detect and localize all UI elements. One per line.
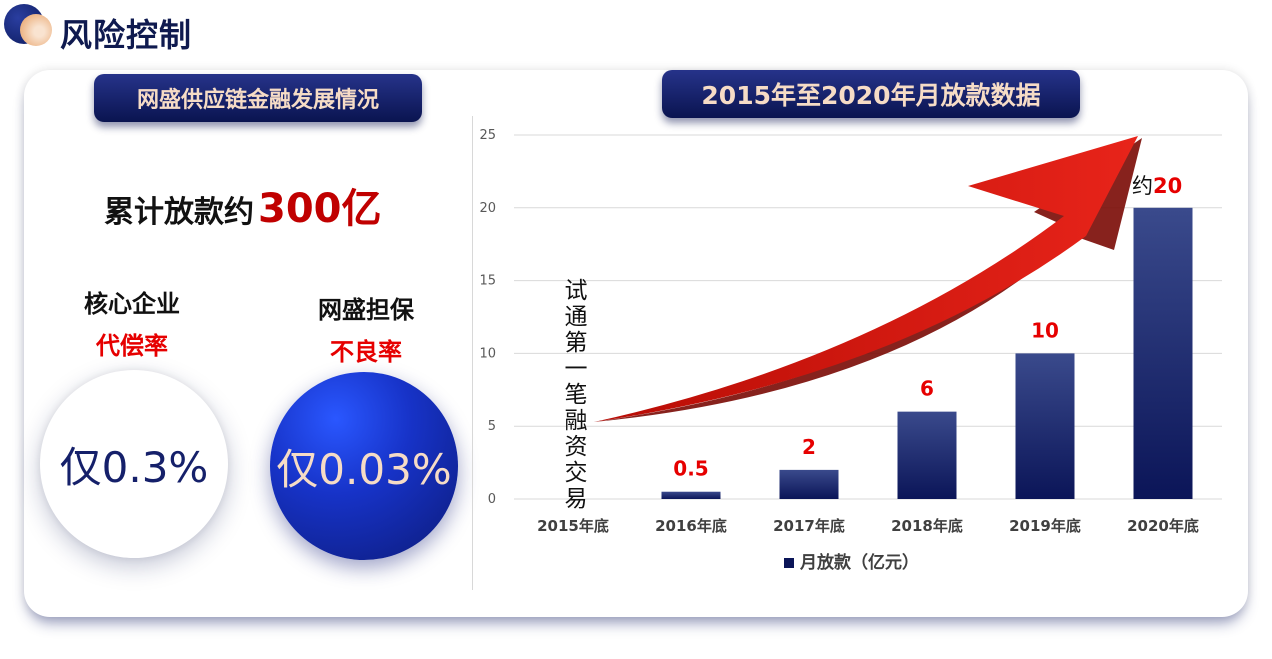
legend-swatch xyxy=(784,558,794,568)
page-title: 风险控制 xyxy=(60,16,193,54)
right-section-title: 2015年至2020年月放款数据 xyxy=(662,70,1080,118)
first-transaction-note: 试通第一笔融资交易 xyxy=(564,278,588,512)
x-tick-label: 2018年底 xyxy=(891,517,963,535)
bar xyxy=(1015,353,1075,499)
stat-sub-core: 代偿率 xyxy=(96,332,168,360)
data-label: 6 xyxy=(920,377,934,401)
left-section-title: 网盛供应链金融发展情况 xyxy=(94,74,422,122)
y-axis: 0 5 10 15 20 25 xyxy=(479,128,496,507)
stat-value-core: 仅0.3% xyxy=(59,442,209,492)
x-tick-label: 2020年底 xyxy=(1127,517,1199,535)
x-tick-label: 2016年底 xyxy=(655,517,727,535)
x-axis: 2015年底 2016年底 2017年底 2018年底 2019年底 2020年底 xyxy=(537,517,1199,535)
stat-label-core: 核心企业 xyxy=(84,290,180,318)
approx-prefix: 约 xyxy=(1132,174,1153,198)
bar xyxy=(779,469,839,499)
bar xyxy=(1133,207,1193,500)
y-tick-label: 0 xyxy=(488,492,496,507)
y-tick-label: 10 xyxy=(479,346,496,361)
data-label: 2 xyxy=(802,435,816,459)
logo-peach-circle xyxy=(20,14,52,46)
legend-label: 月放款（亿元） xyxy=(799,552,919,573)
legend: 月放款（亿元） xyxy=(784,552,919,573)
stat-value-guarantee: 仅0.03% xyxy=(276,444,452,494)
bar xyxy=(897,411,957,499)
bars xyxy=(661,207,1193,500)
gridlines xyxy=(514,134,1222,500)
stat-circle-core: 仅0.3% xyxy=(40,370,228,558)
stat-label-guarantee: 网盛担保 xyxy=(318,296,414,324)
growth-arrow xyxy=(594,136,1142,422)
data-label: 0.5 xyxy=(673,457,708,481)
approx-label: 约20 xyxy=(1132,170,1182,200)
y-tick-label: 5 xyxy=(488,419,496,434)
data-labels: 0.5 2 6 10 xyxy=(673,318,1059,480)
stat-circle-guarantee: 仅0.03% xyxy=(270,372,458,560)
logo xyxy=(4,4,54,46)
total-value: 300亿 xyxy=(258,186,382,232)
approx-value: 20 xyxy=(1153,174,1183,198)
bar xyxy=(661,491,721,499)
data-label: 10 xyxy=(1031,318,1059,342)
total-loans: 累计放款约 300亿 xyxy=(104,176,382,234)
y-tick-label: 20 xyxy=(479,201,496,216)
x-tick-label: 2019年底 xyxy=(1009,517,1081,535)
growth-arrow-body xyxy=(594,136,1138,422)
x-tick-label: 2015年底 xyxy=(537,517,609,535)
stat-sub-guarantee: 不良率 xyxy=(330,338,402,366)
x-tick-label: 2017年底 xyxy=(773,517,845,535)
content-card xyxy=(24,70,1248,617)
y-tick-label: 25 xyxy=(479,128,496,143)
section-divider xyxy=(472,116,473,590)
total-prefix: 累计放款约 xyxy=(104,195,254,230)
y-tick-label: 15 xyxy=(479,274,496,289)
